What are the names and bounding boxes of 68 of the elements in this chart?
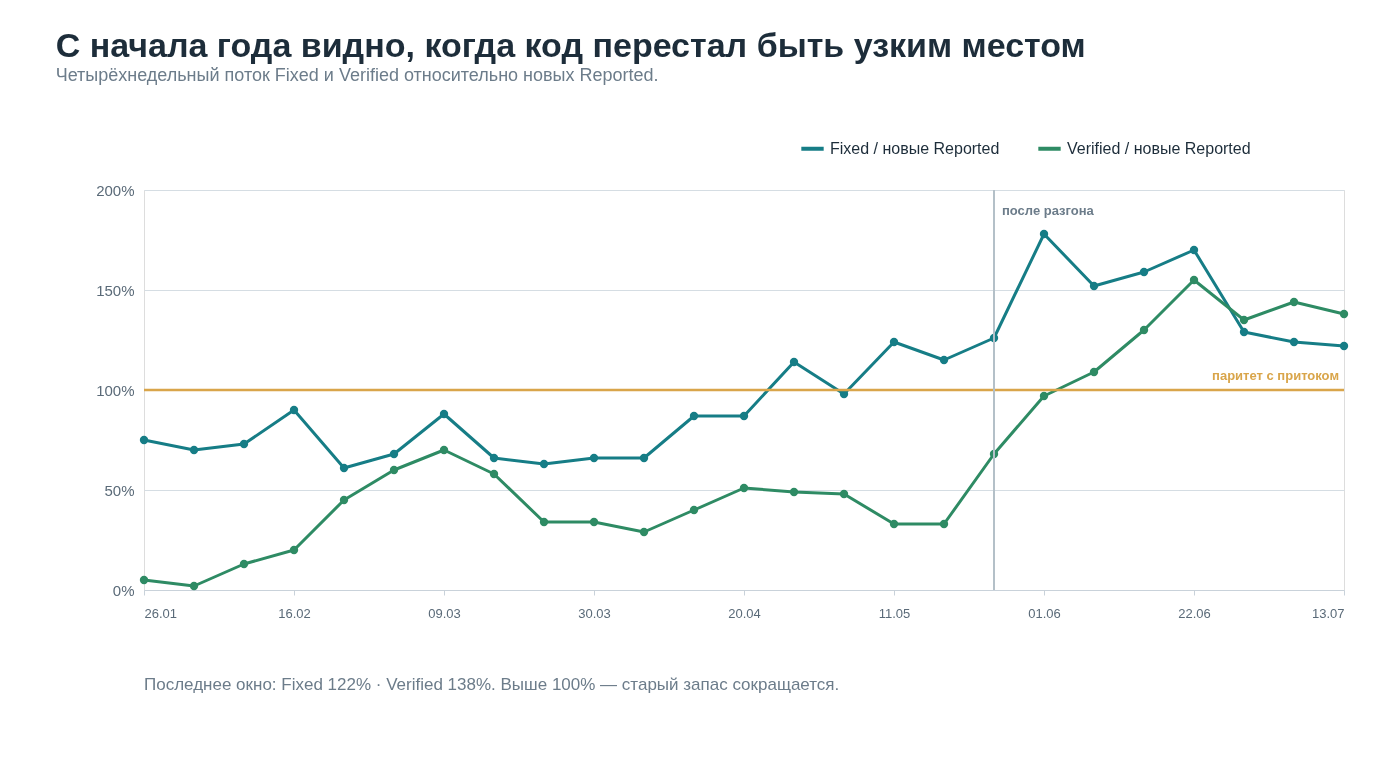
x-tick-label: 11.05 bbox=[878, 605, 911, 621]
point bbox=[439, 445, 449, 455]
ref-line-label: паритет с притоком bbox=[1212, 368, 1339, 383]
point bbox=[1289, 297, 1299, 307]
point bbox=[589, 453, 599, 463]
x-tick-label: 22.06 bbox=[1178, 605, 1211, 621]
point bbox=[339, 495, 349, 505]
x-tick-label: 16.02 bbox=[278, 605, 311, 621]
point bbox=[1339, 341, 1349, 351]
point bbox=[639, 453, 649, 463]
point bbox=[1039, 391, 1049, 401]
point bbox=[1239, 327, 1249, 337]
point bbox=[539, 517, 549, 527]
point bbox=[289, 405, 299, 415]
point bbox=[1189, 275, 1199, 285]
y-tick-label: 150% bbox=[96, 281, 135, 299]
ref-line-label: после разгона bbox=[1002, 203, 1095, 218]
point bbox=[689, 505, 699, 515]
text: Последнее окно: Fixed 122% · Verified 138%. Выше 100% — старый запас сокращается. bbox=[144, 675, 840, 694]
x-tick-label: 20.04 bbox=[728, 605, 761, 621]
y-tick-label: 200% bbox=[96, 181, 135, 199]
point bbox=[1139, 325, 1149, 335]
x-tick-label: 09.03 bbox=[428, 605, 461, 621]
x-tick-label: 26.01 bbox=[144, 605, 178, 621]
point bbox=[739, 411, 749, 421]
point bbox=[589, 517, 599, 527]
point bbox=[439, 409, 449, 419]
y-tick-label: 0% bbox=[112, 581, 135, 599]
point bbox=[939, 519, 949, 529]
point bbox=[1139, 267, 1149, 277]
point bbox=[1239, 315, 1249, 325]
point bbox=[289, 545, 299, 555]
point bbox=[339, 463, 349, 473]
point bbox=[839, 489, 849, 499]
point bbox=[139, 575, 149, 585]
point bbox=[789, 487, 799, 497]
point bbox=[1089, 367, 1099, 377]
point bbox=[689, 411, 699, 421]
y-tick-label: 50% bbox=[104, 481, 135, 499]
point bbox=[889, 337, 899, 347]
point bbox=[189, 445, 199, 455]
point bbox=[739, 483, 749, 493]
x-tick-label: 13.07 bbox=[1311, 605, 1345, 621]
point bbox=[789, 357, 799, 367]
point bbox=[1289, 337, 1299, 347]
chart-subtitle: Четырёхнедельный поток Fixed и Verified относительно новых Reported. bbox=[55, 65, 659, 85]
point bbox=[1189, 245, 1199, 255]
point bbox=[1089, 281, 1099, 291]
y-tick-label: 100% bbox=[96, 381, 135, 399]
x-tick-label: 01.06 bbox=[1028, 605, 1061, 621]
point bbox=[489, 469, 499, 479]
point bbox=[189, 581, 199, 591]
point bbox=[889, 519, 899, 529]
point bbox=[489, 453, 499, 463]
point bbox=[389, 449, 399, 459]
point bbox=[1039, 229, 1049, 239]
point bbox=[1339, 309, 1349, 319]
point bbox=[239, 439, 249, 449]
point bbox=[639, 527, 649, 537]
legend-label: Verified / новые Reported bbox=[1067, 139, 1251, 157]
point bbox=[939, 355, 949, 365]
chart-title: С начала года видно, когда код перестал быть узким местом bbox=[55, 26, 1086, 64]
point bbox=[139, 435, 149, 445]
x-tick-label: 30.03 bbox=[578, 605, 611, 621]
legend-label: Fixed / новые Reported bbox=[830, 139, 1000, 157]
point bbox=[539, 459, 549, 469]
point bbox=[389, 465, 399, 475]
point bbox=[239, 559, 249, 569]
